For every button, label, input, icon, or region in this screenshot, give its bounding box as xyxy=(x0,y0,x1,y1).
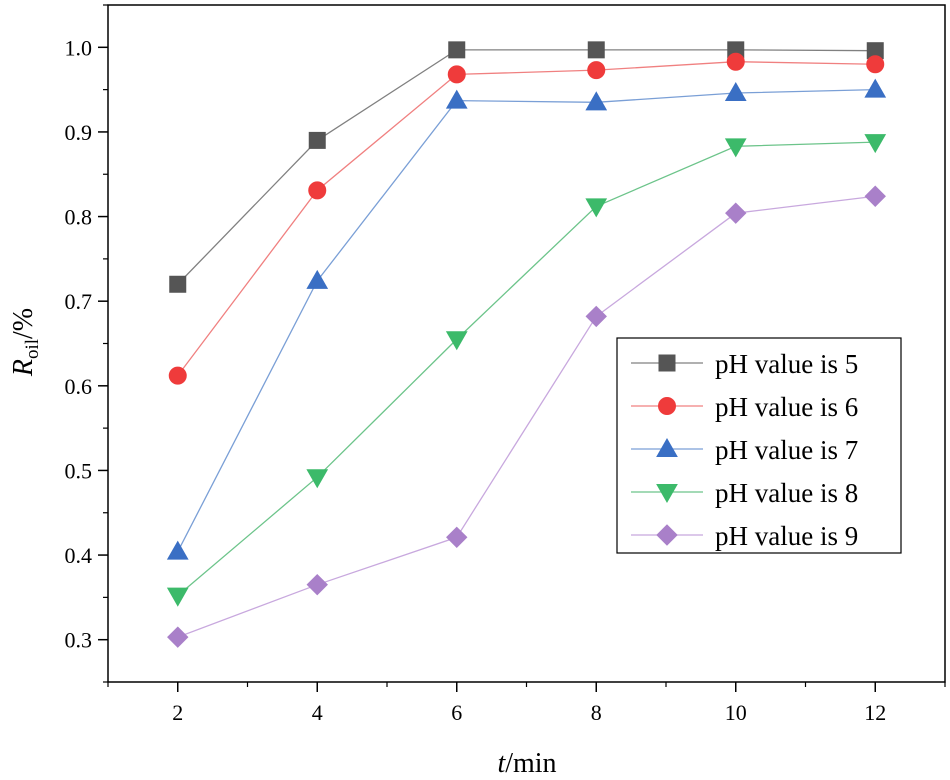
data-point xyxy=(306,469,329,489)
legend-marker xyxy=(658,354,676,372)
series-2 xyxy=(168,52,885,385)
data-point xyxy=(585,198,608,218)
x-axis-title-italic: t xyxy=(497,748,506,779)
y-tick-label: 0.3 xyxy=(65,628,93,653)
legend-item: pH value is 9 xyxy=(631,521,858,551)
y-axis-title-subscript: oil xyxy=(22,339,43,359)
data-point xyxy=(587,61,606,80)
data-point xyxy=(308,131,326,149)
legend-marker xyxy=(656,524,678,546)
series-line xyxy=(177,49,876,285)
data-point xyxy=(447,65,466,84)
y-axis-title: Roil/% xyxy=(8,308,43,377)
y-tick-label: 1.0 xyxy=(65,35,93,60)
y-axis-title-rest: /% xyxy=(8,308,39,339)
x-axis-title: t/min xyxy=(497,748,556,779)
y-axis-title-italic: R xyxy=(8,359,39,377)
y-tick-label: 0.4 xyxy=(65,543,93,568)
x-tick-label: 12 xyxy=(864,700,886,725)
data-point xyxy=(725,202,747,224)
y-tick-label: 0.5 xyxy=(65,458,93,483)
data-point xyxy=(308,181,327,200)
data-point xyxy=(585,305,607,328)
legend-label: pH value is 8 xyxy=(715,478,858,508)
y-tick-label: 0.7 xyxy=(65,289,93,314)
data-point xyxy=(306,269,329,289)
x-axis-title-rest: /min xyxy=(505,748,556,779)
series-line xyxy=(177,61,876,377)
data-point xyxy=(585,91,608,111)
series-4 xyxy=(166,134,887,607)
data-point xyxy=(587,41,605,59)
series-line xyxy=(177,195,876,638)
legend-label: pH value is 5 xyxy=(715,349,858,379)
legend-marker xyxy=(656,484,678,504)
legend-item: pH value is 6 xyxy=(631,392,858,422)
series-5 xyxy=(167,185,886,648)
legend-label: pH value is 6 xyxy=(715,392,858,422)
data-point xyxy=(864,78,887,98)
x-axis-ticks: 2 4 6 8 10 12 xyxy=(107,682,946,725)
data-point xyxy=(168,366,187,385)
series-line xyxy=(177,141,876,597)
series-1 xyxy=(169,41,884,293)
legend-label: pH value is 9 xyxy=(715,521,858,551)
series-3 xyxy=(166,78,887,560)
legend-label: pH value is 7 xyxy=(715,435,858,465)
data-point xyxy=(866,55,885,74)
legend-item: pH value is 8 xyxy=(631,478,858,508)
legend-item: pH value is 7 xyxy=(631,435,858,465)
legend: pH value is 5 pH value is 6 pH value is 7 p… xyxy=(616,337,902,554)
series-line xyxy=(177,88,876,552)
data-point xyxy=(166,587,189,607)
data-point xyxy=(166,540,189,560)
data-point xyxy=(448,41,466,59)
data-point xyxy=(726,52,745,71)
data-point xyxy=(724,82,747,102)
data-point xyxy=(306,573,328,596)
y-tick-label: 0.8 xyxy=(65,205,93,230)
data-point xyxy=(167,626,189,648)
x-tick-label: 8 xyxy=(591,700,602,725)
legend-item: pH value is 5 xyxy=(631,349,858,379)
data-point xyxy=(169,275,187,293)
y-axis-ticks: 0.3 0.4 0.5 0.6 0.7 0.8 0.9 1.0 xyxy=(65,4,108,683)
data-point xyxy=(864,185,886,207)
y-tick-label: 0.6 xyxy=(65,374,93,399)
legend-marker xyxy=(656,437,678,457)
x-tick-label: 4 xyxy=(312,700,323,725)
data-point xyxy=(445,89,468,109)
data-point xyxy=(445,331,468,351)
x-tick-label: 6 xyxy=(451,700,462,725)
data-point xyxy=(864,134,887,154)
data-point xyxy=(724,138,747,158)
x-tick-label: 2 xyxy=(172,700,183,725)
data-point xyxy=(446,526,468,548)
series-layer xyxy=(166,41,887,648)
legend-marker xyxy=(658,397,676,415)
x-tick-label: 10 xyxy=(725,700,747,725)
y-tick-label: 0.9 xyxy=(65,120,93,145)
